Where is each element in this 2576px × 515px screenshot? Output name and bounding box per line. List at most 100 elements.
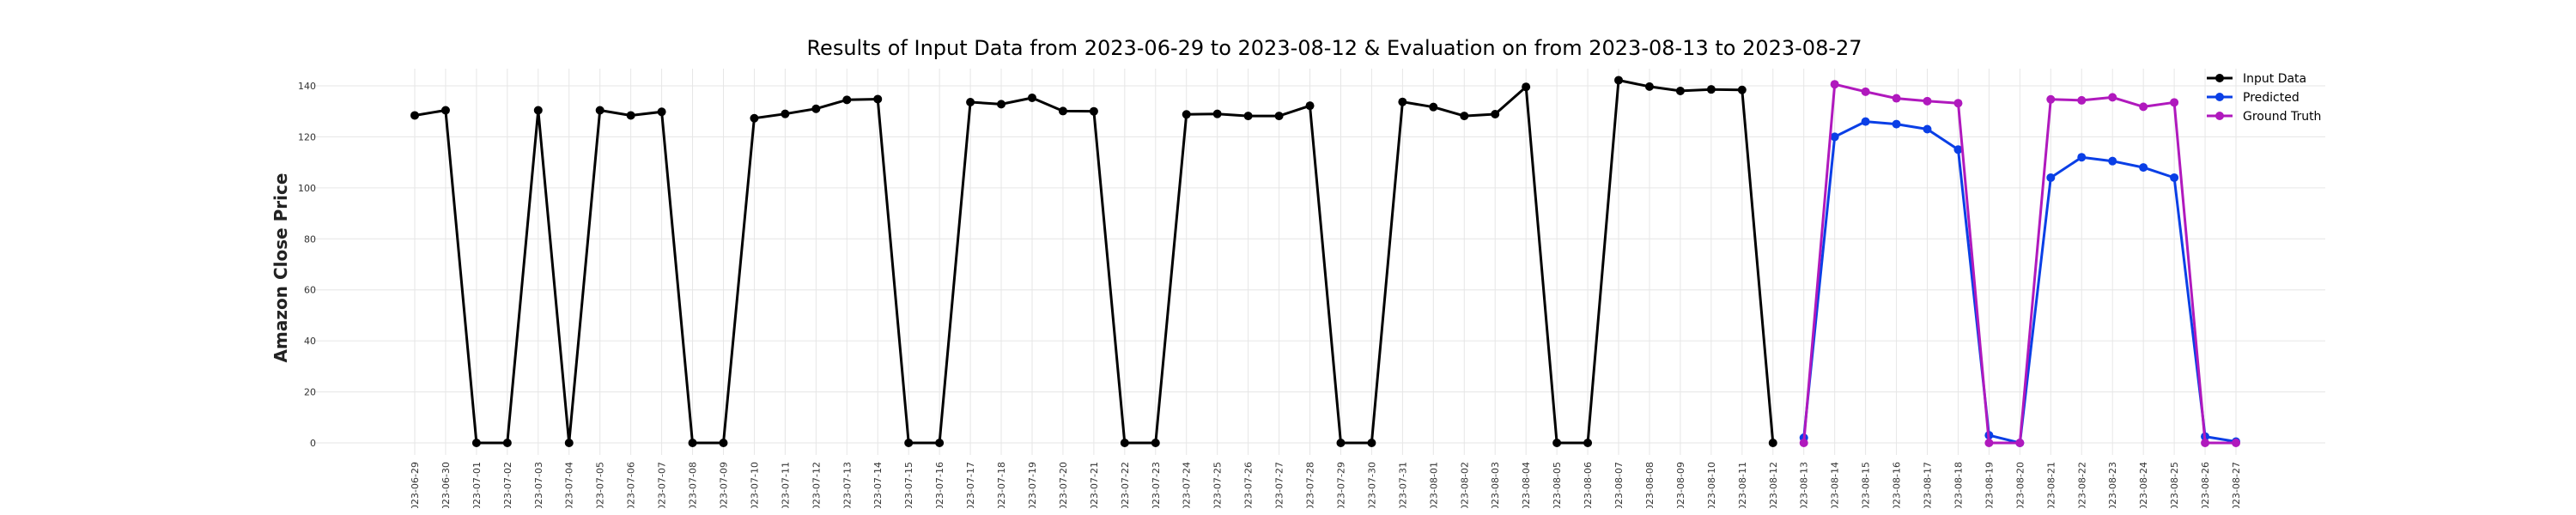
x-tick-label: 2023-07-14	[872, 462, 884, 515]
x-tick-label: 2023-08-24	[2138, 462, 2149, 515]
y-tick-label: 40	[304, 336, 316, 347]
legend-marker	[2215, 74, 2224, 82]
data-point-ground-truth	[2015, 439, 2025, 447]
data-point-input-data	[1614, 76, 1624, 85]
chart-title: Results of Input Data from 2023-06-29 to…	[806, 36, 1862, 60]
data-point-input-data	[873, 94, 883, 104]
y-axis-label: Amazon Close Price	[270, 173, 291, 363]
x-tick-label: 2023-08-27	[2231, 462, 2242, 515]
data-point-input-data	[781, 109, 790, 118]
x-tick-label: 2023-08-25	[2169, 462, 2180, 515]
data-point-ground-truth	[2077, 95, 2087, 105]
data-point-input-data	[688, 439, 697, 447]
data-point-input-data	[410, 111, 419, 120]
data-point-input-data	[1460, 112, 1469, 121]
data-point-ground-truth	[1892, 94, 1901, 103]
legend-label: Ground Truth	[2243, 110, 2321, 124]
data-point-input-data	[1182, 110, 1191, 119]
data-point-input-data	[564, 439, 574, 447]
data-point-predicted	[2139, 163, 2148, 173]
x-tick-label: 2023-07-06	[626, 462, 637, 515]
data-point-ground-truth	[2232, 439, 2240, 447]
x-tick-label: 2023-07-25	[1212, 462, 1224, 515]
x-tick-label: 2023-07-13	[841, 462, 853, 515]
data-point-input-data	[750, 113, 759, 123]
x-tick-label: 2023-08-12	[1768, 462, 1779, 515]
x-tick-label: 2023-08-23	[2107, 462, 2118, 515]
data-point-ground-truth	[1923, 96, 1932, 106]
data-point-input-data	[997, 100, 1006, 109]
data-point-predicted	[1953, 145, 1963, 154]
x-tick-label: 2023-06-29	[410, 462, 421, 515]
data-point-ground-truth	[1953, 99, 1963, 108]
x-tick-label: 2023-07-23	[1151, 462, 1162, 515]
x-tick-label: 2023-08-05	[1552, 462, 1563, 515]
data-point-input-data	[1768, 439, 1777, 447]
data-point-predicted	[1923, 124, 1932, 134]
y-axis-ticks: 0 20 40 60 80 100 120 140	[298, 81, 316, 449]
data-point-input-data	[1398, 97, 1407, 106]
x-tick-label: 2023-08-15	[1861, 462, 1872, 515]
x-tick-label: 2023-07-19	[1027, 462, 1038, 515]
x-tick-label: 2023-08-21	[2045, 462, 2057, 515]
x-tick-label: 2023-07-31	[1397, 462, 1408, 515]
data-point-input-data	[440, 106, 450, 115]
data-point-input-data	[1151, 439, 1160, 447]
y-tick-label: 60	[304, 285, 316, 296]
data-point-input-data	[533, 106, 543, 115]
x-tick-label: 2023-08-16	[1892, 462, 1903, 515]
data-point-ground-truth	[2046, 94, 2056, 104]
data-point-predicted	[1861, 117, 1870, 126]
data-point-input-data	[1120, 439, 1129, 447]
y-tick-label: 20	[304, 387, 316, 398]
data-point-input-data	[1675, 86, 1685, 95]
data-point-input-data	[1583, 439, 1593, 447]
data-point-input-data	[471, 439, 481, 447]
data-point-input-data	[595, 106, 605, 115]
data-point-input-data	[1367, 439, 1376, 447]
x-tick-label: 2023-07-29	[1335, 462, 1346, 515]
x-tick-label: 2023-07-02	[502, 462, 513, 515]
data-point-ground-truth	[1799, 439, 1808, 447]
x-tick-label: 2023-07-24	[1182, 462, 1193, 515]
data-point-input-data	[1522, 82, 1531, 92]
data-point-predicted	[2046, 173, 2056, 182]
x-tick-label: 2023-08-07	[1613, 462, 1625, 515]
x-tick-label: 2023-07-16	[934, 462, 945, 515]
data-point-ground-truth	[2108, 93, 2117, 102]
data-point-input-data	[626, 111, 635, 120]
data-point-input-data	[1089, 106, 1098, 116]
data-point-input-data	[1737, 85, 1747, 94]
x-tick-label: 2023-08-10	[1706, 462, 1717, 515]
data-point-predicted	[1830, 132, 1839, 142]
x-tick-label: 2023-07-09	[718, 462, 729, 515]
x-tick-label: 2023-08-02	[1459, 462, 1470, 515]
data-point-ground-truth	[2170, 98, 2179, 107]
x-tick-label: 2023-07-17	[965, 462, 976, 515]
x-tick-label: 2023-08-09	[1675, 462, 1686, 515]
data-point-input-data	[1336, 439, 1346, 447]
x-tick-label: 2023-08-19	[1984, 462, 1995, 515]
data-point-predicted	[2077, 153, 2087, 162]
y-tick-label: 120	[298, 131, 316, 142]
y-tick-label: 0	[310, 438, 316, 449]
x-tick-label: 2023-07-18	[996, 462, 1007, 515]
x-tick-label: 2023-07-08	[688, 462, 699, 515]
x-tick-label: 2023-08-22	[2076, 462, 2087, 515]
data-point-input-data	[1027, 93, 1036, 102]
x-tick-label: 2023-08-04	[1521, 462, 1532, 515]
data-point-ground-truth	[1861, 87, 1870, 96]
x-tick-label: 2023-06-30	[440, 462, 452, 515]
x-tick-label: 2023-07-07	[657, 462, 668, 515]
x-axis-ticks: 2023-06-29 2023-06-30 2023-07-01 2023-07-02…	[410, 462, 2242, 515]
data-point-ground-truth	[1830, 80, 1839, 89]
x-tick-label: 2023-07-22	[1120, 462, 1131, 515]
data-point-input-data	[1706, 85, 1716, 94]
x-tick-label: 2023-07-10	[749, 462, 760, 515]
data-point-input-data	[1243, 112, 1253, 121]
data-point-input-data	[904, 439, 914, 447]
data-point-ground-truth	[2139, 102, 2148, 112]
data-point-predicted	[2108, 156, 2117, 166]
